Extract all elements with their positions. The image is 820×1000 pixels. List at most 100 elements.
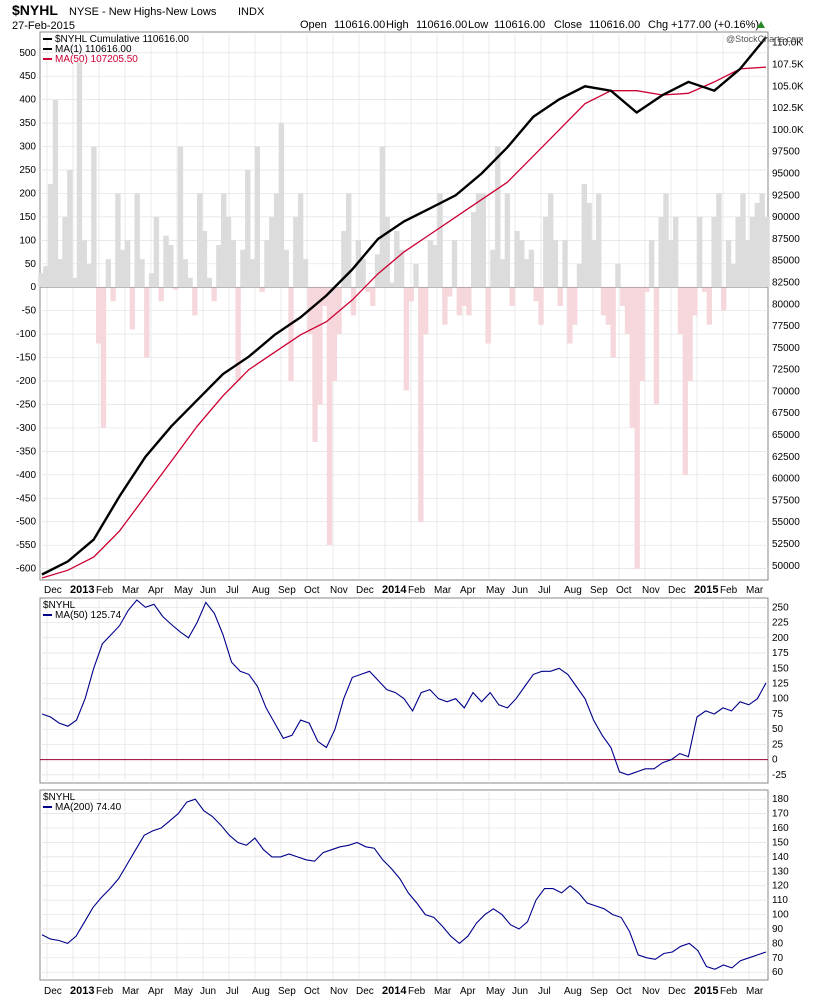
x-tick-label: Mar xyxy=(122,585,140,596)
right-tick-label: 72500 xyxy=(772,365,800,376)
close-value: 110616.00 xyxy=(589,19,640,31)
histogram-bar xyxy=(153,216,160,288)
histogram-bar xyxy=(177,146,184,288)
low-value: 110616.00 xyxy=(494,19,545,31)
histogram-bar xyxy=(144,287,150,358)
x-tick-label: Aug xyxy=(252,585,270,596)
x-tick-label: Nov xyxy=(330,986,348,997)
high-value: 110616.00 xyxy=(416,19,467,31)
histogram-bar xyxy=(644,287,650,292)
histogram-bar xyxy=(91,146,97,288)
x-tick-label: Feb xyxy=(408,986,426,997)
x-tick-label: Dec xyxy=(356,986,374,997)
histogram-bar xyxy=(639,287,645,382)
x-tick-label: Apr xyxy=(148,585,164,596)
histogram-bar xyxy=(706,287,712,325)
x-tick-label: Mar xyxy=(122,986,140,997)
histogram-bar xyxy=(317,287,323,405)
ma50-tick-label: 0 xyxy=(772,755,778,766)
histogram-bar xyxy=(499,259,506,288)
histogram-bar xyxy=(754,202,761,288)
histogram-bar xyxy=(374,254,381,288)
x-tick-label: Feb xyxy=(408,585,426,596)
histogram-bar xyxy=(764,216,770,288)
histogram-bar xyxy=(432,245,438,288)
histogram-bar xyxy=(687,287,693,382)
legend-label: MA(200) 74.40 xyxy=(55,802,122,813)
x-tick-label: Mar xyxy=(434,585,452,596)
histogram-bar xyxy=(740,193,746,288)
histogram-bar xyxy=(168,245,174,288)
histogram-bar xyxy=(86,263,92,288)
histogram-bar xyxy=(264,240,270,288)
right-tick-label: 85000 xyxy=(772,256,800,267)
histogram-bar xyxy=(259,287,265,292)
histogram-bar xyxy=(721,287,727,311)
left-tick-label: -500 xyxy=(16,517,36,528)
x-tick-label: Feb xyxy=(96,986,114,997)
histogram-bar xyxy=(422,287,429,335)
ma50-tick-label: -25 xyxy=(772,770,787,781)
right-tick-label: 95000 xyxy=(772,168,800,179)
histogram-bar xyxy=(71,277,78,288)
x-tick-label: Apr xyxy=(460,986,476,997)
histogram-bar xyxy=(120,249,126,288)
histogram-bar xyxy=(326,287,333,546)
left-tick-label: 450 xyxy=(19,71,36,82)
histogram-bar xyxy=(653,287,660,405)
left-tick-label: -100 xyxy=(16,329,36,340)
right-tick-label: 65000 xyxy=(772,430,800,441)
ma200-tick-label: 170 xyxy=(772,809,789,820)
histogram-bar xyxy=(663,193,669,288)
histogram-bar xyxy=(105,259,112,288)
histogram-bar xyxy=(384,216,390,288)
ma200-gridlines xyxy=(40,792,768,978)
x-tick-label: Mar xyxy=(434,986,452,997)
left-tick-label: -200 xyxy=(16,376,36,387)
histogram-bar xyxy=(562,240,568,288)
x-tick-label: May xyxy=(486,585,505,596)
ma200-tick-label: 140 xyxy=(772,852,789,863)
ma200-tick-label: 150 xyxy=(772,837,789,848)
histogram-bar xyxy=(403,287,410,391)
histogram-bar xyxy=(81,240,87,288)
right-tick-label: 52500 xyxy=(772,539,800,550)
x-tick-label: Feb xyxy=(720,585,738,596)
ma50-tick-label: 200 xyxy=(772,633,789,644)
ma200-tick-label: 90 xyxy=(772,924,784,935)
histogram-bar xyxy=(302,259,309,288)
right-tick-label: 82500 xyxy=(772,277,800,288)
ma50-tick-label: 75 xyxy=(772,709,784,720)
histogram-bar xyxy=(221,193,227,288)
histogram-bar xyxy=(187,277,193,288)
x-tick-label: Jun xyxy=(200,986,216,997)
x-tick-label: Mar xyxy=(746,585,764,596)
right-tick-label: 50000 xyxy=(772,561,800,572)
x-tick-label: Jul xyxy=(226,986,239,997)
x-tick-label: Dec xyxy=(44,585,62,596)
histogram-bar xyxy=(225,216,232,288)
histogram-bar xyxy=(557,287,563,306)
histogram-bar xyxy=(100,287,107,428)
right-tick-label: 67500 xyxy=(772,408,800,419)
x-tick-label: 2015 xyxy=(694,584,718,596)
x-tick-label: Jul xyxy=(538,585,551,596)
x-tick-label: Sep xyxy=(278,585,296,596)
histogram-bar xyxy=(365,287,371,292)
right-tick-label: 92500 xyxy=(772,190,800,201)
histogram-bar xyxy=(466,287,472,316)
legend-label: $NYHL xyxy=(43,792,76,803)
histogram-bar xyxy=(490,249,496,288)
histogram-bar xyxy=(610,287,616,358)
histogram-bar xyxy=(240,249,246,288)
histogram-bar xyxy=(110,287,116,302)
histogram-bar xyxy=(350,287,357,316)
histogram-bar xyxy=(312,287,318,442)
left-tick-label: -600 xyxy=(16,564,36,575)
histogram-bar xyxy=(730,263,737,288)
watermark: @StockCharts.com xyxy=(726,34,804,44)
ohlc-readout: Open 110616.00 High 110616.00 Low 110616… xyxy=(300,19,765,31)
left-tick-label: 500 xyxy=(19,48,36,59)
histogram-bar xyxy=(495,146,501,288)
